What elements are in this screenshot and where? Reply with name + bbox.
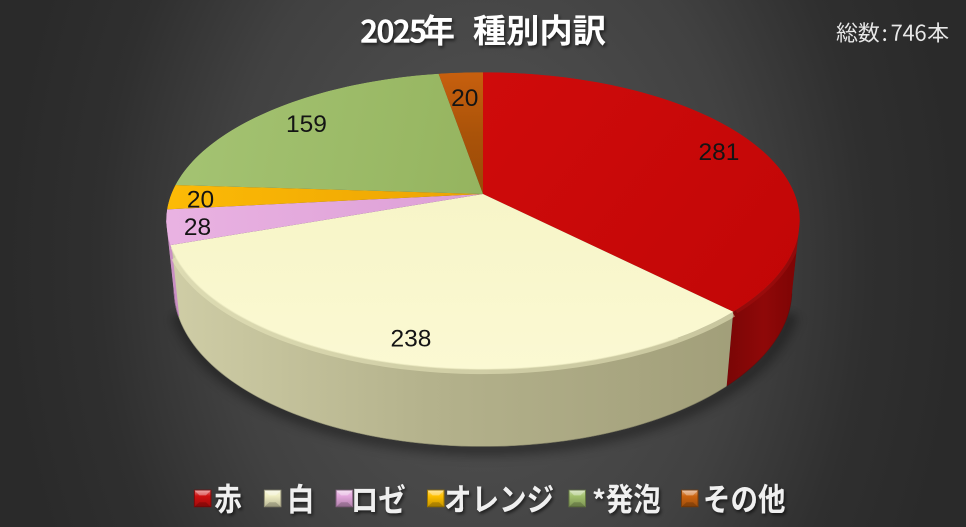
svg-text:238: 238 bbox=[391, 326, 432, 353]
svg-text:20: 20 bbox=[451, 85, 478, 112]
svg-text:281: 281 bbox=[699, 139, 740, 166]
svg-text:20: 20 bbox=[187, 187, 214, 214]
svg-text:28: 28 bbox=[184, 214, 211, 241]
svg-text:159: 159 bbox=[286, 111, 327, 138]
